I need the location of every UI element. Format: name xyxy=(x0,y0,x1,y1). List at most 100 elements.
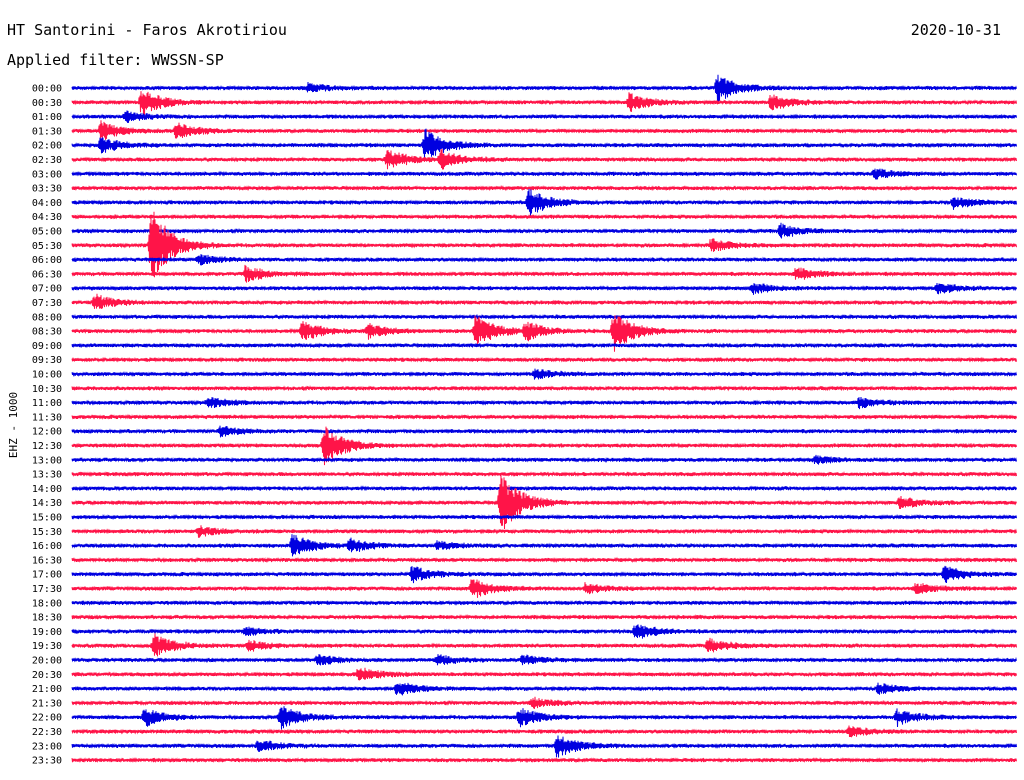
seismic-trace xyxy=(71,110,1017,123)
row-time-label: 20:00 xyxy=(32,656,62,667)
row-time-label: 06:30 xyxy=(32,269,62,280)
seismic-trace xyxy=(71,470,1017,478)
row-time-label: 19:30 xyxy=(32,641,62,652)
seismic-trace xyxy=(71,149,1017,170)
seismic-trace xyxy=(71,454,1017,465)
filter-label: Applied filter: WWSSN-SP xyxy=(7,51,224,69)
seismic-trace xyxy=(71,213,1017,220)
seismic-trace xyxy=(71,342,1017,349)
seismic-trace xyxy=(71,222,1017,239)
seismic-trace xyxy=(71,682,1017,696)
seismic-trace xyxy=(71,565,1017,584)
row-time-label: 21:00 xyxy=(32,684,62,695)
seismic-trace xyxy=(71,385,1017,392)
seismic-trace xyxy=(71,413,1017,420)
row-time-label: 19:00 xyxy=(32,627,62,638)
seismic-trace xyxy=(71,579,1017,598)
row-time-label: 01:00 xyxy=(32,112,62,123)
seismic-trace xyxy=(71,735,1017,758)
seismic-trace xyxy=(71,474,1017,530)
row-time-label: 05:30 xyxy=(32,241,62,252)
row-time-label: 18:00 xyxy=(32,598,62,609)
row-time-label: 20:30 xyxy=(32,670,62,681)
trace-group xyxy=(71,74,1017,764)
seismic-trace xyxy=(71,184,1017,192)
row-time-label: 11:30 xyxy=(32,412,62,423)
row-time-label: 06:00 xyxy=(32,255,62,266)
seismic-trace xyxy=(71,756,1017,764)
seismic-trace xyxy=(71,396,1017,410)
row-time-label: 08:00 xyxy=(32,312,62,323)
row-time-label: 16:00 xyxy=(32,541,62,552)
row-time-label: 05:00 xyxy=(32,227,62,238)
row-time-label: 10:30 xyxy=(32,384,62,395)
seismic-trace xyxy=(71,264,1017,283)
seismic-trace xyxy=(71,293,1017,309)
row-time-label: 07:00 xyxy=(32,284,62,295)
seismic-trace xyxy=(71,599,1017,606)
row-time-label: 21:30 xyxy=(32,698,62,709)
row-time-label: 12:30 xyxy=(32,441,62,452)
station-title: HT Santorini - Faros Akrotiriou xyxy=(7,21,287,39)
seismic-trace xyxy=(71,556,1017,564)
seismic-trace xyxy=(71,356,1017,363)
seismic-trace xyxy=(71,513,1017,521)
row-time-label: 10:00 xyxy=(32,370,62,381)
seismic-trace xyxy=(71,282,1017,295)
row-time-label: 01:30 xyxy=(32,126,62,137)
row-time-label: 23:00 xyxy=(32,741,62,752)
seismic-trace xyxy=(71,696,1017,709)
row-time-label: 08:30 xyxy=(32,327,62,338)
row-time-label: 17:00 xyxy=(32,570,62,581)
row-time-label: 14:30 xyxy=(32,498,62,509)
seismic-trace xyxy=(71,254,1017,266)
row-time-label: 00:00 xyxy=(32,84,62,95)
row-time-label: 02:00 xyxy=(32,141,62,152)
row-time-label: 16:30 xyxy=(32,555,62,566)
seismic-trace xyxy=(71,624,1017,639)
row-time-label: 15:00 xyxy=(32,513,62,524)
row-time-label: 04:30 xyxy=(32,212,62,223)
time-axis: 00:00 00:30 01:00 01:30 02:00 02:30 03:00 03:30… xyxy=(32,84,62,767)
seismic-trace xyxy=(71,654,1017,666)
row-time-label: 23:30 xyxy=(32,756,62,767)
row-time-label: 09:00 xyxy=(32,341,62,352)
seismic-trace xyxy=(71,168,1017,180)
row-time-label: 07:30 xyxy=(32,298,62,309)
row-time-label: 12:00 xyxy=(32,427,62,438)
seismic-trace xyxy=(71,313,1017,321)
seismic-trace xyxy=(71,485,1017,492)
seismic-trace xyxy=(71,74,1017,103)
seismic-trace xyxy=(71,725,1017,738)
seismic-trace xyxy=(71,426,1017,466)
seismic-trace xyxy=(71,315,1017,352)
row-time-label: 22:30 xyxy=(32,727,62,738)
channel-label: EHZ - 1000 xyxy=(7,392,20,458)
seismic-trace xyxy=(71,534,1017,557)
seismic-trace xyxy=(71,706,1017,730)
row-time-label: 03:00 xyxy=(32,169,62,180)
row-time-label: 09:30 xyxy=(32,355,62,366)
seismic-trace xyxy=(71,211,1017,278)
row-time-label: 22:00 xyxy=(32,713,62,724)
row-time-label: 03:30 xyxy=(32,184,62,195)
row-time-label: 02:30 xyxy=(32,155,62,166)
row-time-label: 04:00 xyxy=(32,198,62,209)
row-time-label: 13:00 xyxy=(32,455,62,466)
row-time-label: 17:30 xyxy=(32,584,62,595)
seismic-trace xyxy=(71,613,1017,621)
seismic-trace xyxy=(71,425,1017,438)
row-time-label: 14:00 xyxy=(32,484,62,495)
seismic-trace xyxy=(71,91,1017,116)
seismic-trace xyxy=(71,128,1017,159)
seismic-trace xyxy=(71,667,1017,681)
seismic-trace xyxy=(71,368,1017,380)
row-time-label: 18:30 xyxy=(32,613,62,624)
row-time-label: 00:30 xyxy=(32,98,62,109)
seismic-trace xyxy=(71,120,1017,140)
seismic-trace xyxy=(71,188,1017,217)
date-label: 2020-10-31 xyxy=(910,21,1001,39)
seismic-trace xyxy=(71,525,1017,538)
row-time-label: 13:30 xyxy=(32,470,62,481)
